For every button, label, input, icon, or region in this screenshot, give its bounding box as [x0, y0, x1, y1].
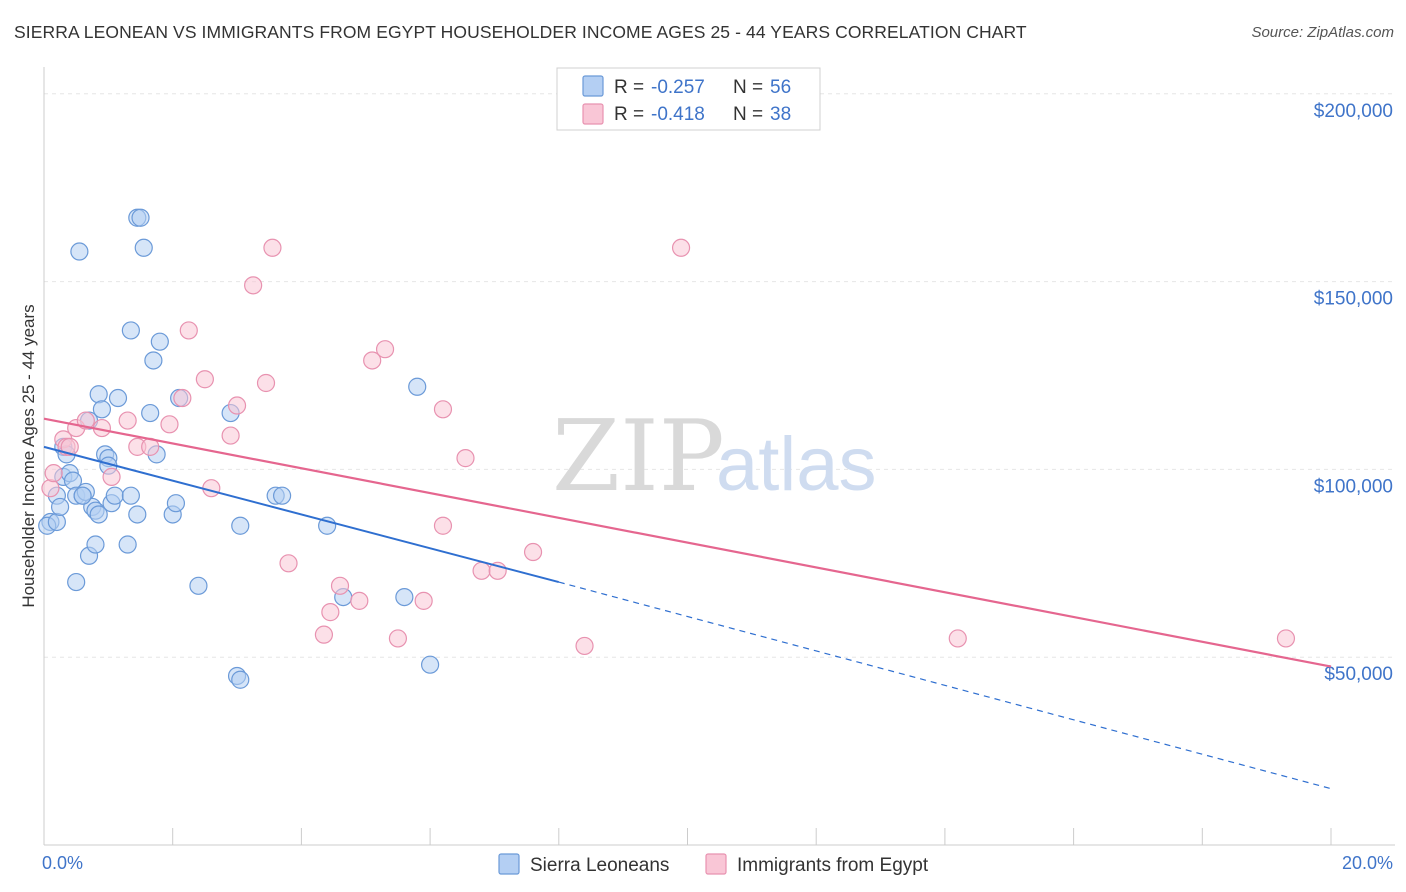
data-point — [118, 411, 137, 430]
data-point — [227, 396, 247, 415]
data-point — [421, 655, 440, 674]
data-point — [321, 603, 340, 622]
data-point — [375, 340, 395, 359]
data-point — [50, 497, 70, 517]
legend-n-label-1: N = — [733, 77, 763, 98]
legend-swatch-blue — [582, 75, 604, 97]
legend-n-value-2: 38 — [770, 104, 791, 125]
data-point — [314, 625, 334, 644]
legend-r-value-2: -0.418 — [651, 104, 705, 125]
data-point — [231, 670, 250, 689]
x-tick-labels: 0.0% 20.0% — [42, 853, 1393, 873]
data-point — [73, 486, 92, 505]
legend-n-label-2: N = — [733, 104, 763, 125]
data-point — [121, 486, 140, 505]
data-point — [89, 385, 108, 404]
x-tick-label: 20.0% — [1342, 853, 1393, 873]
data-point — [263, 238, 282, 257]
legend-r-value-1: -0.257 — [651, 77, 705, 98]
x-tick-label: 0.0% — [42, 853, 83, 873]
data-point — [86, 535, 105, 554]
data-point — [456, 449, 475, 468]
trendline-sierra-leoneans-extrapolated — [558, 581, 1332, 790]
data-point — [134, 238, 153, 257]
legend-bottom-swatch-blue — [498, 853, 520, 875]
trendline-immigrants-from-egypt — [43, 417, 1332, 668]
data-point — [179, 321, 198, 340]
data-point — [671, 238, 691, 257]
series-sierra-leoneans — [38, 208, 440, 689]
data-point — [102, 467, 121, 487]
data-point — [144, 351, 163, 370]
data-point — [221, 426, 240, 445]
data-point — [272, 486, 292, 505]
y-tick-label: $50,000 — [1324, 664, 1393, 685]
data-point — [231, 516, 250, 535]
data-point — [948, 629, 967, 648]
legend-r-label-1: R = — [614, 77, 644, 98]
data-point — [195, 370, 214, 389]
data-point — [414, 591, 433, 610]
data-point — [67, 572, 86, 592]
data-point — [108, 388, 128, 408]
data-point — [523, 542, 543, 562]
trendlines — [43, 417, 1332, 790]
data-point — [70, 242, 89, 261]
data-point — [363, 351, 382, 370]
data-point — [41, 479, 60, 498]
data-point — [105, 486, 124, 505]
data-point — [388, 629, 408, 648]
data-point — [118, 535, 137, 554]
data-point — [128, 505, 147, 524]
data-point — [244, 276, 263, 295]
series-legend: Sierra Leoneans Immigrants from Egypt — [498, 853, 929, 876]
data-point — [575, 636, 594, 656]
data-point — [189, 576, 208, 595]
data-point — [92, 400, 112, 419]
data-point — [89, 505, 108, 524]
data-point — [395, 587, 414, 607]
data-point — [121, 321, 140, 340]
axes — [43, 67, 1395, 846]
correlation-legend: R = -0.257 N = 56 R = -0.418 N = 38 — [556, 67, 821, 131]
data-point — [433, 400, 453, 419]
watermark: ZIP atlas — [552, 400, 877, 514]
data-point — [141, 403, 160, 423]
data-point — [433, 516, 453, 535]
legend-swatch-pink — [582, 103, 604, 125]
y-tick-label: $150,000 — [1314, 289, 1393, 310]
data-point — [60, 437, 79, 456]
data-point — [472, 561, 491, 580]
watermark-atlas: atlas — [716, 422, 877, 507]
y-tick-label: $100,000 — [1314, 476, 1393, 497]
data-point — [202, 479, 221, 498]
y-tick-label: $200,000 — [1314, 101, 1393, 122]
data-point — [256, 373, 276, 393]
data-point — [173, 388, 192, 408]
trendline-sierra-leoneans — [43, 445, 560, 584]
legend-bottom-label-2: Immigrants from Egypt — [737, 855, 929, 876]
data-point — [350, 591, 369, 610]
watermark-zip: ZIP — [552, 400, 725, 514]
data-point — [131, 208, 150, 227]
data-point — [330, 576, 350, 595]
gridlines — [44, 93, 1395, 658]
data-point — [47, 512, 66, 532]
data-point — [44, 464, 63, 483]
legend-bottom-swatch-pink — [705, 853, 727, 875]
y-tick-labels: $50,000 $100,000 $150,000 $200,000 — [1314, 101, 1393, 685]
data-point — [166, 494, 186, 513]
legend-bottom-label-1: Sierra Leoneans — [530, 855, 669, 876]
legend-r-label-2: R = — [614, 104, 644, 125]
data-point — [279, 554, 298, 573]
data-point — [160, 415, 179, 434]
source-credit: Source: ZipAtlas.com — [1251, 24, 1394, 41]
data-point — [408, 377, 427, 396]
legend-n-value-1: 56 — [770, 77, 791, 98]
y-axis-label: Householder Income Ages 25 - 44 years — [19, 304, 38, 607]
chart-title: SIERRA LEONEAN VS IMMIGRANTS FROM EGYPT … — [14, 22, 1027, 42]
data-point — [150, 332, 169, 351]
data-point — [1276, 629, 1296, 648]
